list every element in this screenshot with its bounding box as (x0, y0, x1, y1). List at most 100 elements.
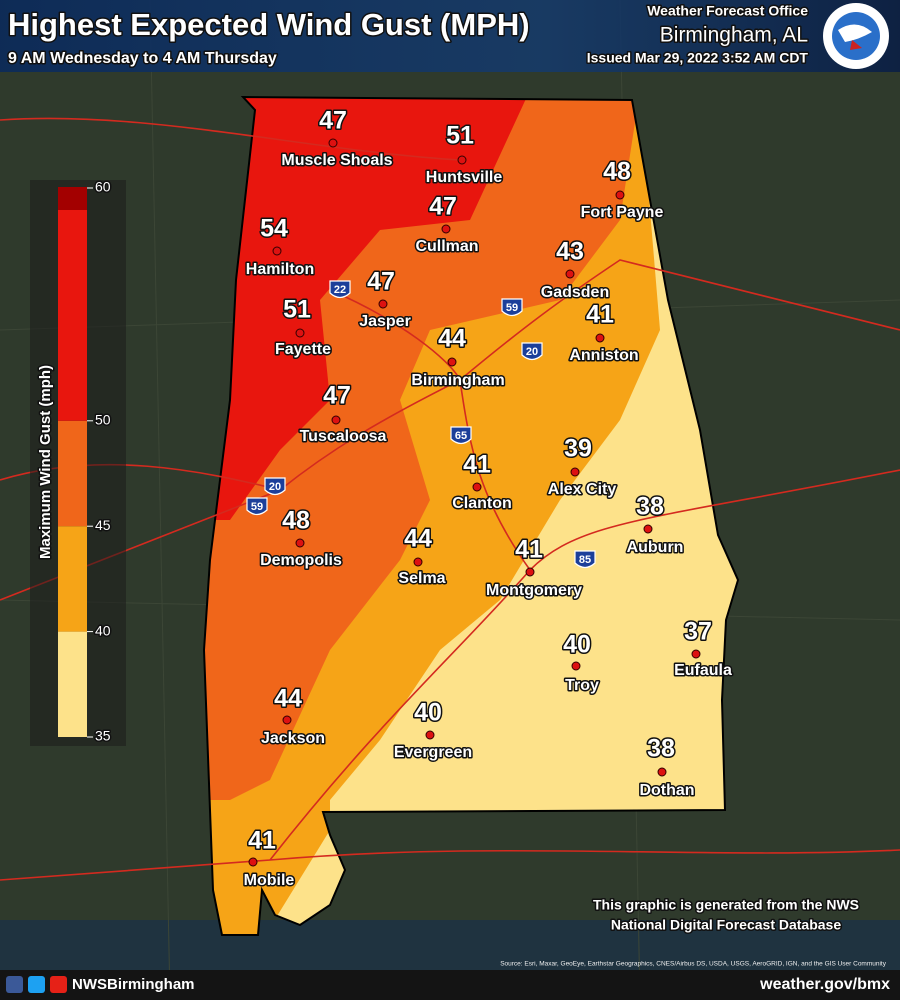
city-labels: 47 Muscle Shoals 51 Huntsville 48 Fort Payne 5… (242, 105, 733, 891)
legend-band (58, 631, 87, 737)
state-outline (202, 95, 740, 936)
city-value: 44 (404, 525, 432, 553)
note-line: This graphic is generated from the NWS (593, 897, 859, 913)
interstate-shields: 22 59 20 65 85 20 59 (246, 280, 596, 569)
youtube-icon[interactable] (50, 976, 67, 993)
wind-zone (204, 97, 530, 520)
city-dot (457, 155, 467, 165)
shield-label: 20 (526, 346, 538, 358)
legend-tick-label: 35 (95, 728, 111, 744)
shield-label: 59 (506, 302, 518, 314)
city-dot (272, 246, 282, 256)
city-value: 54 (260, 215, 288, 243)
city-name: Fayette (275, 341, 331, 358)
city-value: 43 (556, 238, 584, 266)
city-value: 47 (367, 268, 395, 296)
city-value: 47 (319, 107, 347, 135)
shield (521, 342, 543, 361)
city-dot (295, 328, 305, 338)
shield-label: 65 (455, 430, 467, 442)
city-dot (565, 269, 575, 279)
shield-label: 22 (334, 284, 346, 296)
issued: Issued Mar 29, 2022 3:52 AM CDT (587, 50, 809, 66)
social-handle: NWSBirmingham (72, 976, 195, 993)
city-name: Mobile (244, 872, 295, 889)
city-value: 41 (515, 536, 543, 564)
city-value: 51 (446, 122, 474, 150)
website[interactable]: weather.gov/bmx (759, 976, 890, 993)
city-dot (295, 538, 305, 548)
city-dot (472, 482, 482, 492)
nws-logo (823, 3, 889, 69)
note-line: National Digital Forecast Database (611, 917, 842, 933)
location: Birmingham, AL (660, 24, 808, 47)
city-name: Alex City (548, 481, 617, 498)
shield (246, 497, 268, 516)
city-name: Hamilton (246, 261, 314, 278)
city-value: 47 (323, 382, 351, 410)
city-value: 51 (283, 296, 311, 324)
legend-tick-label: 45 (95, 517, 111, 533)
city-value: 44 (438, 325, 466, 353)
shield (329, 280, 351, 299)
city-value: 48 (603, 158, 631, 186)
city-dot (571, 661, 581, 671)
city-name: Jasper (359, 313, 411, 330)
twitter-icon[interactable] (28, 976, 45, 993)
city-value: 40 (563, 631, 591, 659)
city-name: Evergreen (394, 744, 472, 761)
header-bar (0, 0, 900, 72)
city-name: Eufaula (674, 662, 732, 679)
city-name: Muscle Shoals (281, 152, 392, 169)
shield (574, 550, 596, 569)
footer-bar (0, 970, 900, 1000)
wind-zones (204, 97, 738, 935)
city-dot (378, 299, 388, 309)
city-name: Anniston (569, 347, 638, 364)
gulf-water (0, 920, 900, 970)
city-dot (248, 857, 258, 867)
legend-band (58, 526, 87, 632)
city-name: Huntsville (426, 169, 503, 186)
city-value: 40 (414, 699, 442, 727)
facebook-icon[interactable] (6, 976, 23, 993)
city-dot (413, 557, 423, 567)
legend-band (58, 210, 87, 421)
city-dot (447, 357, 457, 367)
city-name: Tuscaloosa (300, 428, 387, 445)
shield (450, 426, 472, 445)
city-name: Clanton (452, 495, 512, 512)
city-value: 48 (282, 507, 310, 535)
city-dot (441, 224, 451, 234)
legend-tick-label: 50 (95, 412, 111, 428)
city-value: 44 (274, 685, 302, 713)
subtitle: 9 AM Wednesday to 4 AM Thursday (8, 50, 277, 67)
city-name: Montgomery (486, 582, 582, 599)
legend-tick-label: 60 (95, 179, 111, 195)
city-value: 38 (647, 735, 675, 763)
city-name: Gadsden (541, 284, 609, 301)
shield-label: 85 (579, 554, 591, 566)
city-value: 41 (248, 827, 276, 855)
city-value: 39 (564, 435, 592, 463)
source: Source: Esri, Maxar, GeoEye, Earthstar G… (500, 961, 887, 968)
city-dot (595, 333, 605, 343)
office: Weather Forecast Office (647, 3, 808, 19)
city-name: Troy (565, 677, 599, 694)
city-name: Birmingham (411, 372, 504, 389)
legend-cap (58, 187, 87, 210)
city-name: Jackson (261, 730, 325, 747)
city-dot (657, 767, 667, 777)
city-value: 38 (636, 493, 664, 521)
shield (501, 298, 523, 317)
shield (264, 477, 286, 496)
legend-band (58, 420, 87, 527)
city-name: Auburn (627, 539, 684, 556)
city-dot (331, 415, 341, 425)
city-name: Demopolis (260, 552, 342, 569)
title: Highest Expected Wind Gust (MPH) (8, 7, 530, 42)
highways (0, 117, 900, 881)
city-dot (615, 190, 625, 200)
city-dot (643, 524, 653, 534)
